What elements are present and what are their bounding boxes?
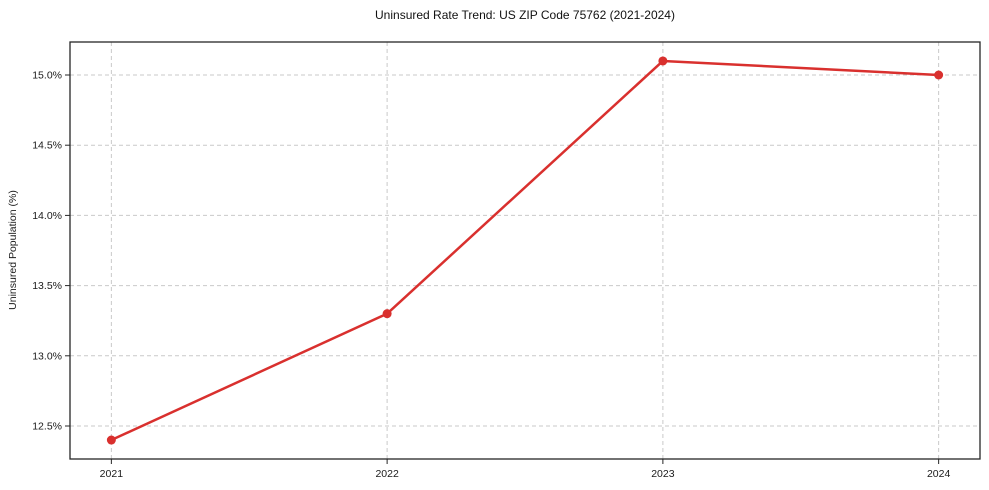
y-tick-label: 12.5% — [32, 421, 62, 433]
x-tick-label: 2023 — [651, 468, 675, 480]
y-tick-label: 14.0% — [32, 210, 62, 222]
chart-title: Uninsured Rate Trend: US ZIP Code 75762 … — [375, 8, 675, 22]
data-point — [658, 56, 668, 66]
data-point — [106, 435, 116, 445]
data-point — [382, 309, 392, 319]
y-tick-label: 13.5% — [32, 280, 62, 292]
y-tick-label: 13.0% — [32, 350, 62, 362]
data-point — [934, 70, 944, 80]
y-tick-label: 14.5% — [32, 140, 62, 152]
x-tick-label: 2021 — [100, 468, 124, 480]
y-tick-label: 15.0% — [32, 69, 62, 81]
x-tick-label: 2022 — [375, 468, 399, 480]
plot-frame — [69, 41, 981, 460]
x-tick-label: 2024 — [927, 468, 951, 480]
data-line — [110, 59, 940, 442]
